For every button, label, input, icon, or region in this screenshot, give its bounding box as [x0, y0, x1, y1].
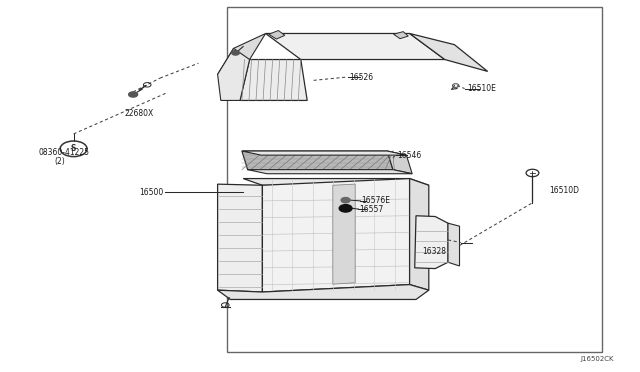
Text: 16328: 16328 [422, 247, 447, 256]
Polygon shape [333, 184, 355, 284]
Polygon shape [410, 33, 488, 71]
Text: 16526: 16526 [349, 73, 373, 81]
Text: J16502CK: J16502CK [581, 356, 614, 362]
Polygon shape [262, 179, 410, 292]
Text: (2): (2) [54, 157, 65, 166]
Polygon shape [387, 151, 412, 174]
Text: S: S [71, 144, 76, 153]
Circle shape [232, 51, 239, 55]
Bar [227, 7, 602, 352]
Text: 16557: 16557 [360, 205, 384, 214]
Polygon shape [269, 31, 285, 39]
Text: 16510E: 16510E [467, 84, 496, 93]
Polygon shape [266, 33, 445, 60]
Text: 16510D: 16510D [549, 186, 579, 195]
Text: 22680X: 22680X [125, 109, 154, 118]
Polygon shape [248, 170, 412, 174]
Circle shape [129, 92, 138, 97]
Text: 16500: 16500 [139, 188, 163, 197]
Polygon shape [218, 48, 250, 100]
Polygon shape [448, 223, 460, 266]
Polygon shape [415, 216, 448, 269]
Polygon shape [218, 33, 266, 74]
Polygon shape [394, 32, 408, 39]
Polygon shape [240, 60, 307, 100]
Text: 08360-41225: 08360-41225 [38, 148, 90, 157]
Polygon shape [218, 184, 262, 292]
Circle shape [339, 205, 352, 212]
Polygon shape [218, 285, 429, 299]
Polygon shape [242, 151, 406, 155]
Polygon shape [243, 179, 429, 185]
Text: 16546: 16546 [397, 151, 421, 160]
Text: 16576E: 16576E [362, 196, 390, 205]
Polygon shape [242, 151, 393, 170]
Circle shape [341, 198, 350, 203]
Polygon shape [410, 179, 429, 290]
